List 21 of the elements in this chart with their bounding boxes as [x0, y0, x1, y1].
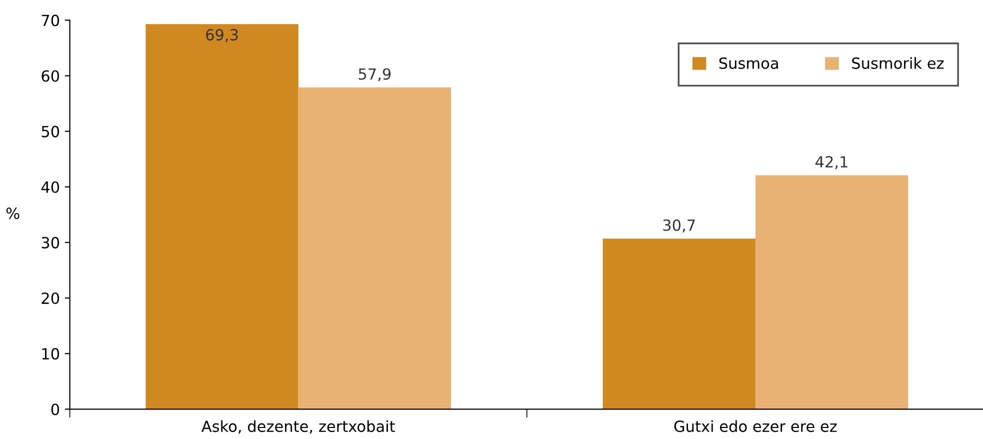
data-label: 57,9	[358, 68, 391, 82]
bar	[602, 238, 756, 410]
y-tick-label: 70	[42, 14, 60, 26]
y-tick-label: 10	[42, 348, 60, 360]
bar	[146, 24, 298, 410]
x-tick-label: Asko, dezente, zertxobait	[201, 420, 395, 434]
y-tick-label: 40	[41, 181, 60, 193]
bar	[298, 87, 452, 410]
y-tick-label: 20	[42, 292, 60, 304]
data-label: 69,3	[206, 29, 238, 42]
y-tick-label: 0	[51, 404, 60, 416]
y-tick-label: 60	[42, 70, 60, 82]
y-axis-title: %	[6, 208, 20, 220]
y-tick-label: 30	[42, 236, 60, 248]
y-tick-label: 50	[42, 126, 60, 138]
x-tick-label: Gutxi edo ezer ere ez	[674, 420, 837, 432]
bar	[755, 175, 908, 410]
legend-label: Susmoa	[719, 57, 778, 69]
data-label: 42,1	[816, 156, 848, 170]
data-label: 30,7	[663, 219, 695, 232]
legend-label: Susmorik ez	[852, 57, 944, 69]
